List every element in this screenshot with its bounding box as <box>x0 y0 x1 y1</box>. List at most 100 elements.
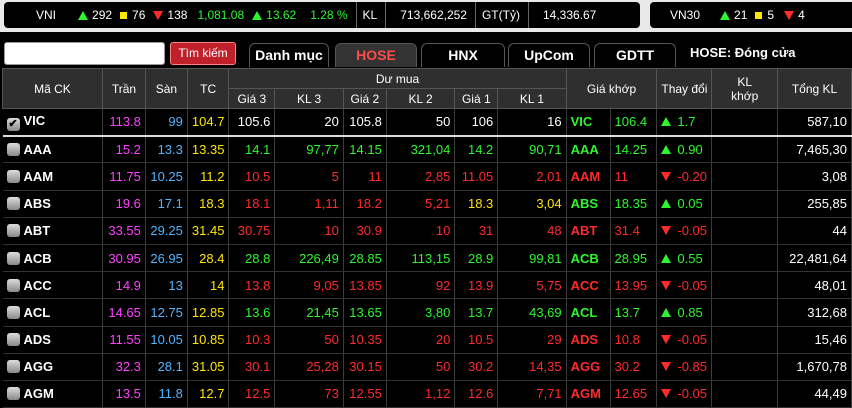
checkbox-icon[interactable] <box>6 333 20 347</box>
col-gia3[interactable]: Giá 3 <box>228 88 276 109</box>
bid-price-1: 31 <box>454 217 499 245</box>
bid-price-3: 18.1 <box>228 190 276 218</box>
table-row[interactable]: ABT 33.55 29.25 31.45 30.75 10 30.9 10 31 48 ABT 31… <box>2 217 852 245</box>
price-change-value: 0.05 <box>677 196 703 212</box>
symbol-cell[interactable]: ADS <box>2 326 103 354</box>
checkbox-icon[interactable] <box>6 143 20 157</box>
checkbox-icon[interactable] <box>6 360 20 374</box>
match-price-value: 30.2 <box>614 359 640 375</box>
tab-hose[interactable]: HOSE <box>335 43 417 67</box>
table-row[interactable]: ABS 19.6 17.1 18.3 18.1 1,11 18.2 5,21 18.3 3,04 A… <box>2 190 852 218</box>
match-code: ACC <box>566 271 611 300</box>
bid-volume-1-value: 14,35 <box>529 359 562 375</box>
tab-upcom[interactable]: UpCom <box>508 43 590 67</box>
table-row[interactable]: ACB 30.95 26.95 28.4 28.8 226,49 28.85 113,15 28… <box>2 244 852 273</box>
col-kl1[interactable]: KL 1 <box>497 88 567 109</box>
ceiling-price-value: 30.95 <box>108 250 141 266</box>
down-arrow-icon <box>661 335 672 345</box>
symbol-cell[interactable]: ✔ VIC <box>2 108 103 137</box>
bid-price-1: 10.5 <box>454 326 499 354</box>
tab-danh-muc[interactable]: Danh mục <box>249 43 329 67</box>
match-code-value: ABS <box>570 196 599 212</box>
bid-volume-3: 10 <box>274 217 344 245</box>
col-gia-khop[interactable]: Giá khớp <box>565 68 658 109</box>
col-san[interactable]: Sàn <box>144 68 188 109</box>
col-ma-ck[interactable]: Mã CK <box>2 68 103 109</box>
table-row[interactable]: ACC 14.9 13 14 13.8 9,05 13.85 92 13.9 5,75 ACC 13.… <box>2 271 852 300</box>
total-volume: 7,465,30 <box>777 135 852 164</box>
checkbox-icon[interactable] <box>6 169 20 183</box>
table-row[interactable]: AAA 15.2 13.3 13.35 14.1 97,77 14.15 321,04 14.2… <box>2 135 852 164</box>
vn30-up-count: 21 <box>734 8 748 22</box>
bid-price-3-value: 10.5 <box>245 168 271 184</box>
reference-price: 12.7 <box>187 380 230 408</box>
table-row[interactable]: AGG 32.3 28.1 31.05 30.1 25,28 30.15 50 30.2 14,3… <box>2 353 852 381</box>
up-arrow-icon <box>661 199 672 209</box>
match-price: 11 <box>610 162 658 191</box>
bid-volume-1: 90,71 <box>497 135 567 164</box>
table-row[interactable]: ACL 14.65 12.75 12.85 13.6 21,45 13.65 3,80 13.7… <box>2 298 852 327</box>
symbol-cell[interactable]: AAA <box>2 135 103 164</box>
floor-price: 26.95 <box>145 244 188 273</box>
bid-price-2-value: 13.85 <box>349 277 382 293</box>
search-button[interactable]: Tìm kiếm <box>170 42 236 65</box>
table-row[interactable]: ✔ VIC 113.8 99 104.7 105.6 20 105.8 50 106 16 VIC 10… <box>2 108 852 137</box>
symbol-cell[interactable]: ACL <box>2 298 103 327</box>
match-price: 30.2 <box>610 353 658 381</box>
col-tong-kl[interactable]: Tổng KL <box>777 68 852 109</box>
col-kl3[interactable]: KL 3 <box>274 88 344 109</box>
vni-index-box[interactable]: VNI 292 76 138 1,081.08 13.62 1.28 % KL … <box>4 2 640 28</box>
symbol-cell[interactable]: AGM <box>2 380 103 408</box>
col-gia1[interactable]: Giá 1 <box>454 88 499 109</box>
reference-price-value: 104.7 <box>191 114 225 130</box>
table-row[interactable]: ADS 11.55 10.05 10.85 10.3 50 10.35 20 10.5 29 ADS… <box>2 326 852 354</box>
bid-price-2: 14.15 <box>343 135 387 164</box>
symbol-cell[interactable]: ACB <box>2 244 103 273</box>
checkbox-icon[interactable] <box>6 387 20 401</box>
table-row[interactable]: AGM 13.5 11.8 12.7 12.5 73 12.55 1,12 12.6 7,71 AG… <box>2 380 852 408</box>
bid-volume-3-value: 20 <box>324 114 339 130</box>
ceiling-price-value: 32.3 <box>115 359 141 375</box>
match-volume <box>711 108 779 137</box>
symbol-cell-value: AAM <box>23 168 54 184</box>
match-code: AGG <box>566 353 611 381</box>
bid-volume-1: 29 <box>497 326 567 354</box>
match-code: ADS <box>566 326 611 354</box>
vn30-index-box[interactable]: VN30 21 5 4 <box>650 2 852 28</box>
price-change-value: -0.85 <box>677 359 708 375</box>
checkbox-icon[interactable] <box>6 278 20 292</box>
match-volume <box>711 135 779 164</box>
total-volume-value: 22,481,64 <box>789 250 847 266</box>
checkbox-icon[interactable] <box>6 197 20 211</box>
col-kl-khop[interactable]: KL khớp <box>711 68 779 109</box>
reference-price: 13.35 <box>187 135 230 164</box>
symbol-cell-value: ACC <box>23 277 52 293</box>
checkbox-icon[interactable] <box>6 224 20 238</box>
symbol-cell[interactable]: ABS <box>2 190 103 218</box>
bid-volume-1-value: 99,81 <box>529 250 562 266</box>
bid-volume-2-value: 50 <box>435 359 451 375</box>
col-tc[interactable]: TC <box>186 68 230 109</box>
divider <box>527 2 529 28</box>
symbol-cell[interactable]: ABT <box>2 217 103 245</box>
col-tran[interactable]: Trần <box>101 68 146 109</box>
search-input[interactable] <box>4 42 165 65</box>
symbol-cell[interactable]: AAM <box>2 162 103 191</box>
checkbox-icon[interactable] <box>6 251 20 265</box>
col-kl2[interactable]: KL 2 <box>385 88 456 109</box>
bid-price-3-value: 12.5 <box>245 386 271 402</box>
symbol-cell[interactable]: ACC <box>2 271 103 300</box>
floor-price-value: 17.1 <box>157 196 183 212</box>
ceiling-price-value: 19.6 <box>115 196 141 212</box>
down-arrow-icon <box>661 226 672 236</box>
tab-gdtt[interactable]: GDTT <box>594 43 676 67</box>
bid-price-1-value: 13.7 <box>467 304 494 320</box>
symbol-cell[interactable]: AGG <box>2 353 103 381</box>
col-gia2[interactable]: Giá 2 <box>342 88 387 109</box>
col-thay-doi[interactable]: Thay đổi <box>656 68 713 109</box>
checkbox-checked-icon[interactable]: ✔ <box>6 117 20 131</box>
tab-hnx[interactable]: HNX <box>421 43 505 67</box>
table-row[interactable]: AAM 11.75 10.25 11.2 10.5 5 11 2,85 11.05 2,01 AAM… <box>2 162 852 191</box>
bid-volume-3-value: 50 <box>324 332 339 348</box>
checkbox-icon[interactable] <box>6 305 20 319</box>
